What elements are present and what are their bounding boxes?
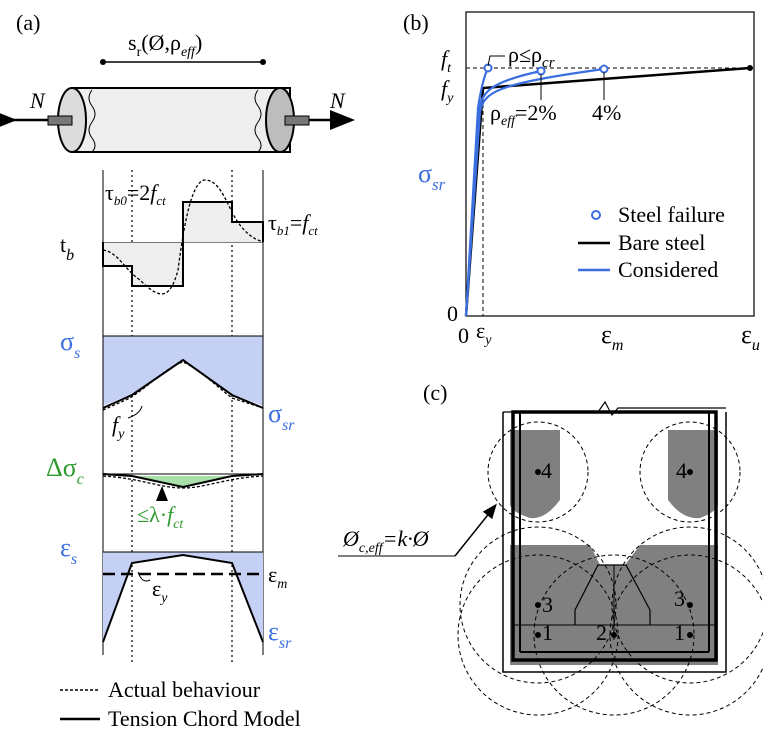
legend-considered-label: Considered (618, 257, 718, 282)
bar-label-4-right: 4 (676, 458, 687, 483)
eps-y-label-a: εy (152, 576, 168, 606)
panel-c-label: (c) (423, 380, 447, 405)
force-left-label: N (29, 88, 46, 113)
delta-sigma-c-label: Δσc (46, 453, 84, 488)
panel-b-label: (b) (403, 10, 429, 35)
sigma-sr-label-a: σsr (268, 399, 295, 434)
zero-x-label: 0 (458, 323, 469, 348)
bar-label-3-left: 3 (542, 592, 553, 617)
tau-b1-label: τb1=fct (268, 210, 318, 238)
tension-chord-cylinder (0, 87, 355, 153)
rho-cr-label: ρ≤ρcr (508, 42, 555, 71)
rebars (535, 469, 693, 638)
bond-stress-diagram (102, 179, 264, 295)
lambda-fct-label: ≤λ·fct (137, 502, 184, 532)
eps-u-axis-label: εu (741, 320, 760, 354)
bar-label-1-right: 1 (674, 620, 685, 645)
crack-spacing-label: sr(Ø,ρeff) (128, 30, 202, 60)
tau-b0-label: τb0=2fct (105, 180, 166, 208)
bar-label-2: 2 (596, 620, 607, 645)
phi-c-eff-label: Øc,eff=k·Ø (342, 526, 430, 556)
panel-a: (a) sr(Ø,ρeff) N N (0, 10, 355, 731)
force-right-label: N (329, 88, 346, 113)
spacing-end-right (260, 59, 266, 65)
bar-label-4-left: 4 (541, 458, 552, 483)
pct4-label: 4% (592, 100, 621, 125)
steel-failure-4pct (599, 64, 609, 74)
eps-y-axis-label: εy (476, 318, 492, 348)
panel-c: (c) (338, 380, 763, 716)
eps-sr-label: εsr (268, 617, 292, 652)
effective-diameter-circles (457, 421, 763, 716)
eps-m-label-a: εm (268, 562, 287, 592)
fy-label-a: fy (112, 412, 125, 442)
ft-label: ft (441, 46, 452, 76)
sigma-s-label: σs (60, 327, 80, 362)
bar-label-1-left: 1 (542, 620, 553, 645)
zero-y-label: 0 (447, 301, 458, 326)
fy-label-b: fy (441, 76, 454, 106)
legend-a: Actual behaviour Tension Chord Model (60, 677, 301, 731)
tb-label: tb (60, 232, 74, 264)
eps-s-label: εs (60, 533, 77, 568)
rho-eff-label: ρeff=2% (490, 100, 557, 129)
bare-steel-failure-point (747, 65, 753, 71)
legend-actual-label: Actual behaviour (108, 677, 261, 702)
legend-steel-failure-marker (591, 210, 601, 220)
concrete-stress-diagram (102, 473, 264, 501)
bar-label-3-right: 3 (674, 586, 685, 611)
legend-steel-failure-label: Steel failure (618, 202, 725, 227)
sigma-sr-axis-label: σsr (418, 159, 446, 194)
panel-a-label: (a) (16, 10, 40, 35)
spacing-end-left (100, 59, 106, 65)
section-outline (502, 400, 727, 673)
strain-diagram (102, 551, 264, 643)
legend-tcm-label: Tension Chord Model (108, 706, 301, 731)
legend-bare-steel-label: Bare steel (618, 230, 705, 255)
phi-leader-arrow (454, 503, 497, 557)
legend-b: Steel failure Bare steel Considered (578, 202, 725, 282)
plot-frame (465, 11, 755, 317)
panel-b: (b) ρ≤ρcr ρeff=2% 4% ft fy σsr 0 0 εy (403, 10, 760, 354)
eps-m-axis-label: εm (601, 320, 623, 354)
steel-stress-diagram (102, 335, 264, 419)
